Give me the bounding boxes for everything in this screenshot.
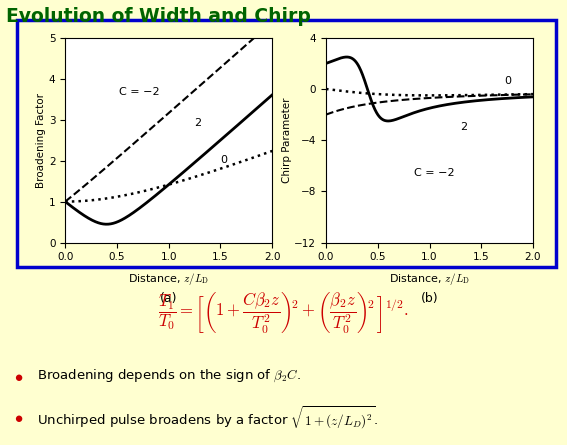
Text: 2: 2 <box>194 118 202 128</box>
Text: (b): (b) <box>421 291 438 305</box>
Text: C = −2: C = −2 <box>119 87 160 97</box>
Text: 0: 0 <box>504 76 511 86</box>
Text: Evolution of Width and Chirp: Evolution of Width and Chirp <box>6 7 311 26</box>
Text: $\bullet$: $\bullet$ <box>14 367 23 385</box>
Text: Distance, $z/L_{\rm D}$: Distance, $z/L_{\rm D}$ <box>389 271 470 287</box>
Text: Unchirped pulse broadens by a factor $\sqrt{1+(z/L_D)^2}$.: Unchirped pulse broadens by a factor $\s… <box>37 404 378 431</box>
Text: Distance, $z/L_{\rm D}$: Distance, $z/L_{\rm D}$ <box>128 271 209 287</box>
Text: 0: 0 <box>221 155 227 165</box>
Text: Broadening depends on the sign of $\beta_2 C$.: Broadening depends on the sign of $\beta… <box>37 368 301 384</box>
Text: $\bullet$: $\bullet$ <box>14 409 23 426</box>
Y-axis label: Broadening Factor: Broadening Factor <box>36 93 46 188</box>
Y-axis label: Chirp Parameter: Chirp Parameter <box>282 97 291 183</box>
Text: (a): (a) <box>160 291 177 305</box>
Text: C = −2: C = −2 <box>414 168 455 178</box>
Text: 2: 2 <box>460 122 468 132</box>
Text: $\dfrac{T_1}{T_0} = \left[\left(1 + \dfrac{C\beta_2 z}{T_0^2}\right)^{\!2} + \le: $\dfrac{T_1}{T_0} = \left[\left(1 + \dfr… <box>158 291 409 336</box>
